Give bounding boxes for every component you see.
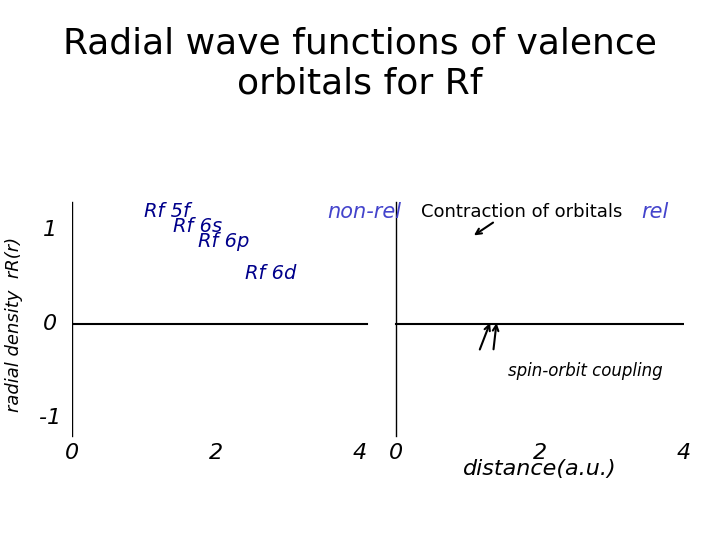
Text: Rf 6p: Rf 6p bbox=[198, 232, 249, 251]
Text: 0: 0 bbox=[43, 314, 58, 334]
Text: distance(a.u.): distance(a.u.) bbox=[463, 459, 617, 479]
Text: 4: 4 bbox=[353, 443, 367, 463]
Text: 2: 2 bbox=[533, 443, 547, 463]
Text: 0: 0 bbox=[389, 443, 403, 463]
Text: 1: 1 bbox=[43, 220, 58, 240]
Text: Radial wave functions of valence
orbitals for Rf: Radial wave functions of valence orbital… bbox=[63, 27, 657, 100]
Text: 4: 4 bbox=[677, 443, 691, 463]
Text: 2: 2 bbox=[209, 443, 223, 463]
Text: -1: -1 bbox=[40, 408, 61, 428]
Text: Rf 6d: Rf 6d bbox=[245, 264, 296, 283]
Text: radial density  rR(r): radial density rR(r) bbox=[5, 237, 24, 411]
Text: 0: 0 bbox=[65, 443, 79, 463]
Text: spin-orbit coupling: spin-orbit coupling bbox=[508, 362, 662, 380]
Text: non-rel: non-rel bbox=[328, 201, 402, 222]
Text: Rf 6s: Rf 6s bbox=[173, 217, 222, 236]
Text: rel: rel bbox=[641, 201, 668, 222]
Text: Contraction of orbitals: Contraction of orbitals bbox=[421, 202, 623, 221]
Text: Rf 5f: Rf 5f bbox=[144, 202, 190, 221]
